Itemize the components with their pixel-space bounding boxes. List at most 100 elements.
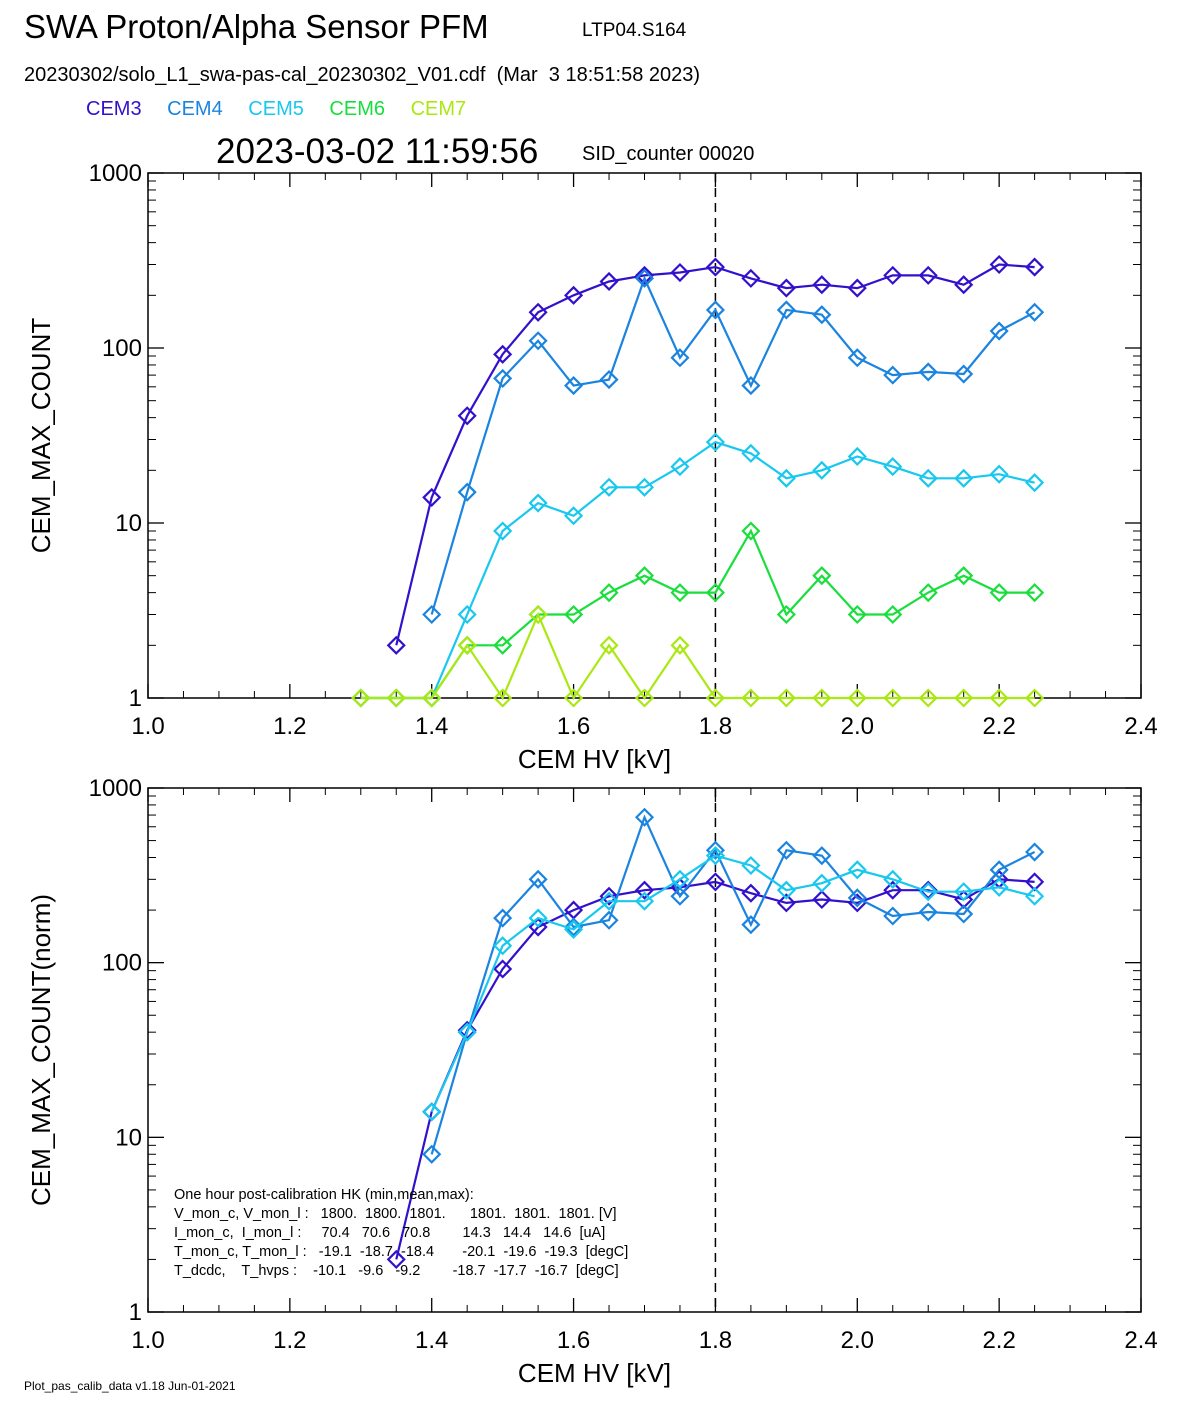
panel2-point-cem4 — [954, 904, 974, 924]
panel1-point-cem3 — [741, 268, 761, 288]
panel1-point-cem7 — [989, 688, 1009, 708]
panel1-point-cem3 — [954, 275, 974, 295]
panel2-ytick-label: 1000 — [89, 775, 142, 802]
panel1-point-cem4 — [705, 300, 725, 320]
panel2-point-cem4 — [493, 908, 513, 928]
panel1-point-cem3 — [883, 265, 903, 285]
panel1-ytick-label: 100 — [102, 335, 142, 362]
panel1-point-cem5 — [918, 468, 938, 488]
panel1-point-cem7 — [812, 688, 832, 708]
panel2-point-cem4 — [1025, 842, 1045, 862]
panel1-point-cem5 — [705, 432, 725, 452]
panel2-point-cem3 — [528, 917, 548, 937]
panel1-point-cem4 — [1025, 302, 1045, 322]
panel2-ytick-label: 100 — [102, 950, 142, 977]
panel2-point-cem5 — [776, 880, 796, 900]
panel2-point-cem4 — [883, 906, 903, 926]
panel1-point-cem6 — [741, 521, 761, 541]
panel1-point-cem6 — [705, 583, 725, 603]
panel1-point-cem6 — [670, 583, 690, 603]
panel1-point-cem7 — [776, 688, 796, 708]
sid-counter: SID_counter 00020 — [582, 143, 755, 165]
panel2-point-cem4 — [422, 1144, 442, 1164]
panel1-point-cem6 — [883, 604, 903, 625]
panel1-point-cem6 — [954, 566, 974, 586]
panel1-point-cem6 — [493, 635, 513, 655]
panel1-point-cem4 — [422, 604, 442, 625]
panel1-point-cem5 — [741, 443, 761, 463]
panel1-point-cem5 — [528, 493, 548, 513]
legend-entry-cem4: CEM4 — [167, 98, 223, 120]
panel1-point-cem4 — [528, 331, 548, 351]
panel1-xtick-label: 2.4 — [1124, 713, 1157, 740]
panel1-point-cem6 — [918, 583, 938, 603]
page-title: SWA Proton/Alpha Sensor PFM — [24, 8, 489, 45]
panel1-point-cem3 — [457, 406, 477, 426]
panel2-xtick-label: 1.4 — [415, 1327, 448, 1354]
panel2-point-cem4 — [776, 840, 796, 860]
panel1-x-axis-label: CEM HV [kV] — [518, 744, 671, 774]
panel1-point-cem7 — [422, 688, 442, 708]
panel1-point-cem7 — [564, 688, 584, 708]
panel2-point-cem5 — [918, 882, 938, 902]
panel2-point-cem5 — [634, 891, 655, 911]
panel1-point-cem3 — [776, 278, 796, 298]
panel2-xtick-label: 1.6 — [557, 1327, 590, 1354]
panel2-ytick-label: 1 — [129, 1299, 142, 1326]
panel2-point-cem5 — [599, 891, 619, 911]
panel1-point-cem5 — [954, 468, 974, 488]
panel1-point-cem4 — [989, 321, 1009, 341]
panel1-point-cem3 — [705, 257, 725, 277]
panel1-point-cem5 — [457, 604, 477, 625]
panel1-point-cem3 — [493, 344, 513, 364]
panel2-ytick-label: 10 — [115, 1124, 142, 1151]
panel2-point-cem5 — [812, 873, 832, 893]
instrument-tag: LTP04.S164 — [582, 20, 687, 41]
panel1-point-cem7 — [918, 688, 938, 708]
panel1-point-cem4 — [847, 348, 867, 368]
hk-line: T_dcdc, T_hvps : -10.1 -9.6 -9.2 -18.7 -… — [174, 1263, 619, 1279]
panel1-point-cem7 — [741, 688, 761, 708]
panel2-xtick-label: 2.4 — [1124, 1327, 1157, 1354]
panel2-point-cem5 — [457, 1022, 477, 1042]
panel1-point-cem3 — [1025, 257, 1045, 277]
panel2-point-cem3 — [599, 886, 619, 906]
panel1-point-cem5 — [847, 446, 867, 467]
panel1-series-line-cem7 — [360, 611, 1035, 701]
legend-entry-cem6: CEM6 — [329, 98, 385, 120]
panel1-point-cem7 — [599, 635, 619, 655]
panel1-point-cem3 — [918, 265, 938, 285]
panel2-point-cem3 — [812, 889, 832, 910]
panel2-point-cem5 — [422, 1102, 442, 1122]
legend-entry-cem3: CEM3 — [86, 98, 142, 120]
footer-version: Plot_pas_calib_data v1.18 Jun-01-2021 — [24, 1379, 236, 1393]
panel1-point-cem4 — [599, 370, 619, 390]
panel2-xtick-label: 2.0 — [841, 1327, 874, 1354]
panel1-xtick-label: 1.8 — [699, 713, 732, 740]
panel2-point-cem5 — [564, 919, 584, 939]
panel1-point-cem7 — [883, 688, 903, 708]
panel2-xtick-label: 2.2 — [982, 1327, 1015, 1354]
panel2-xtick-label: 1.8 — [699, 1327, 732, 1354]
panel2-point-cem5 — [989, 877, 1009, 897]
panel2-point-cem3 — [883, 880, 903, 900]
panel1-point-cem7 — [634, 688, 655, 708]
panel2-point-cem3 — [1025, 872, 1045, 892]
panel2-point-cem5 — [741, 855, 761, 876]
panel1-point-cem4 — [776, 300, 796, 320]
panel1-point-cem3 — [989, 254, 1009, 275]
panel2-point-cem4 — [599, 910, 619, 930]
panel2-xtick-label: 1.2 — [273, 1327, 306, 1354]
panel2-point-cem4 — [705, 840, 725, 860]
panel1-xtick-label: 1.6 — [557, 713, 590, 740]
panel2-point-cem4 — [812, 846, 832, 866]
panel1-point-cem6 — [812, 566, 832, 586]
panel1-point-cem5 — [989, 464, 1009, 484]
panel1-point-cem4 — [564, 376, 584, 396]
panel2-point-cem3 — [776, 893, 796, 913]
legend: CEM3 CEM4 CEM5 CEM6 CEM7 — [86, 98, 486, 121]
panel1-point-cem5 — [776, 468, 796, 488]
panel1-point-cem7 — [670, 635, 690, 655]
hk-line: One hour post-calibration HK (min,mean,m… — [174, 1187, 474, 1203]
panel1-point-cem7 — [1025, 688, 1045, 708]
